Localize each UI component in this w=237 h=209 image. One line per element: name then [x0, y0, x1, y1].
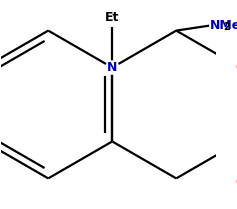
Circle shape	[106, 61, 119, 74]
Text: N: N	[107, 61, 117, 74]
Circle shape	[234, 176, 237, 189]
Text: 2: 2	[223, 22, 230, 32]
Text: O: O	[235, 176, 237, 189]
Text: O: O	[235, 61, 237, 74]
Circle shape	[234, 61, 237, 74]
Text: NMe: NMe	[210, 19, 237, 32]
Text: Et: Et	[105, 11, 119, 24]
